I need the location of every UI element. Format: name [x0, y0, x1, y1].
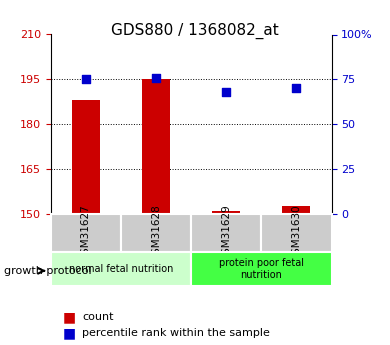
Text: GSM31627: GSM31627	[81, 205, 91, 261]
FancyBboxPatch shape	[191, 252, 332, 286]
Text: GSM31629: GSM31629	[221, 205, 231, 261]
Text: GSM31630: GSM31630	[291, 205, 301, 261]
Text: ■: ■	[62, 310, 76, 324]
Bar	[212, 211, 240, 214]
Text: GDS880 / 1368082_at: GDS880 / 1368082_at	[111, 22, 279, 39]
Text: growth protocol: growth protocol	[4, 266, 92, 276]
Point	[223, 89, 229, 95]
Point	[83, 77, 89, 82]
Point	[153, 76, 159, 81]
Text: protein poor fetal
nutrition: protein poor fetal nutrition	[219, 258, 304, 280]
Text: count: count	[82, 313, 113, 322]
FancyBboxPatch shape	[51, 252, 191, 286]
Bar	[282, 206, 310, 214]
Text: normal fetal nutrition: normal fetal nutrition	[69, 264, 173, 274]
Text: percentile rank within the sample: percentile rank within the sample	[82, 328, 270, 338]
Text: ■: ■	[62, 326, 76, 340]
FancyBboxPatch shape	[191, 214, 261, 252]
Bar	[72, 100, 100, 214]
FancyBboxPatch shape	[261, 214, 332, 252]
FancyBboxPatch shape	[121, 214, 191, 252]
Bar	[142, 79, 170, 214]
FancyBboxPatch shape	[51, 214, 121, 252]
Point	[293, 86, 300, 91]
Text: GSM31628: GSM31628	[151, 205, 161, 261]
